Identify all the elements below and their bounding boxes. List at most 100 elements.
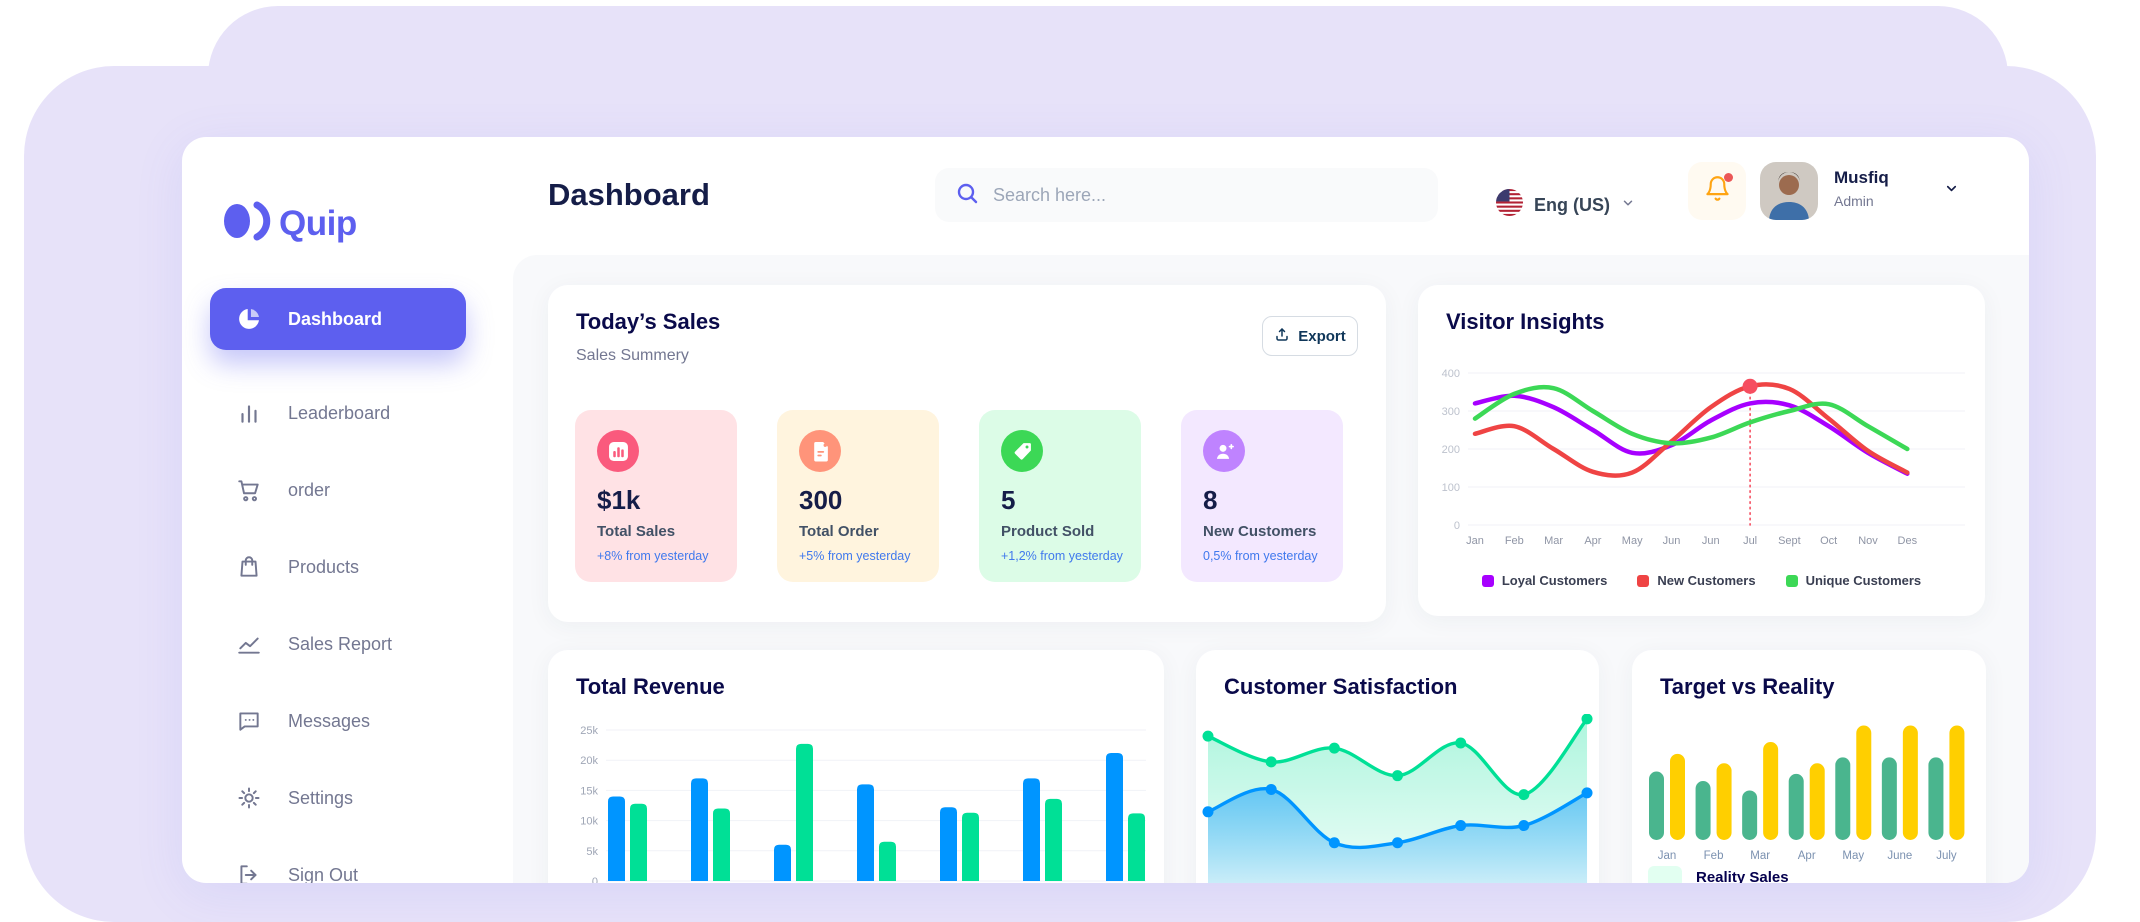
svg-text:10k: 10k: [580, 816, 598, 828]
stat-value: 5: [1001, 485, 1016, 515]
svg-text:Jun: Jun: [1663, 535, 1681, 547]
sidebar-item-label: Sales Report: [288, 633, 393, 654]
svg-text:Oct: Oct: [1820, 535, 1837, 547]
visitor-insights-title: Visitor Insights: [1446, 309, 1605, 334]
svg-text:Jan: Jan: [1466, 535, 1484, 547]
language-label: Eng (US): [1534, 194, 1610, 215]
svg-text:20k: 20k: [580, 755, 598, 767]
stat-label: Total Order: [799, 523, 879, 540]
sidebar-item-products[interactable]: Products: [210, 539, 466, 595]
stat-value: $1k: [597, 485, 641, 515]
legend-item: Loyal Customers: [1481, 573, 1608, 588]
notification-dot: [1724, 173, 1733, 182]
avatar[interactable]: [1760, 162, 1818, 220]
sign-out-icon: [236, 862, 262, 883]
svg-text:5k: 5k: [586, 846, 598, 858]
stat-value: 8: [1203, 485, 1218, 515]
pie-chart-icon: [236, 306, 262, 332]
sidebar-item-sales-report[interactable]: Sales Report: [210, 616, 466, 672]
svg-text:Sept: Sept: [1778, 535, 1801, 547]
chevron-down-icon: [1621, 196, 1635, 215]
svg-text:300: 300: [1442, 406, 1460, 418]
sidebar-item-dashboard[interactable]: Dashboard: [210, 288, 466, 350]
svg-text:Jan: Jan: [1658, 850, 1677, 862]
svg-text:0: 0: [1454, 520, 1460, 532]
message-icon: [236, 708, 262, 734]
brand-name: Quip: [279, 203, 357, 243]
legend-swatch: [1648, 866, 1682, 883]
chevron-down-icon[interactable]: [1944, 181, 1959, 201]
stat-card-new-customers: 8 New Customers 0,5% from yesterday: [1181, 410, 1343, 582]
sidebar-item-messages[interactable]: Messages: [210, 693, 466, 749]
svg-text:100: 100: [1442, 482, 1460, 494]
sidebar-item-settings[interactable]: Settings: [210, 770, 466, 826]
legend-item: New Customers: [1637, 573, 1756, 588]
sidebar-item-label: Messages: [288, 710, 371, 731]
svg-text:Jun: Jun: [1702, 535, 1720, 547]
target-vs-reality-card: Target vs Reality Jan Feb Mar Apr May June Jul…: [1632, 650, 1986, 883]
customer-satisfaction-card: Customer Satisfaction: [1196, 650, 1599, 883]
sidebar-item-label: order: [288, 479, 331, 500]
svg-text:0: 0: [592, 876, 598, 883]
total-revenue-card: Total Revenue 0 5k 10k 15k 20k 25k: [548, 650, 1164, 883]
export-button[interactable]: Export: [1262, 316, 1358, 356]
export-icon: [1274, 326, 1290, 346]
sidebar-item-order[interactable]: order: [210, 462, 466, 518]
stat-delta: 0,5% from yesterday: [1203, 549, 1318, 563]
search-bar[interactable]: [935, 168, 1438, 222]
user-menu[interactable]: Musfiq Admin: [1834, 168, 1889, 209]
total-revenue-chart: 0 5k 10k 15k 20k 25k: [580, 725, 1146, 883]
svg-text:400: 400: [1442, 368, 1460, 380]
stat-delta: +5% from yesterday: [799, 549, 911, 563]
sidebar-item-sign-out[interactable]: Sign Out: [210, 847, 466, 883]
quip-logo-icon: [221, 197, 273, 250]
file-icon: [799, 430, 841, 472]
bag-icon: [236, 554, 262, 580]
stat-card-total-sales: $1k Total Sales +8% from yesterday: [575, 410, 737, 582]
svg-text:25k: 25k: [580, 725, 598, 737]
svg-text:May: May: [1842, 850, 1864, 862]
svg-text:Feb: Feb: [1704, 850, 1724, 862]
user-role: Admin: [1834, 193, 1874, 209]
svg-text:Mar: Mar: [1750, 850, 1770, 862]
legend-label: New Customers: [1657, 573, 1756, 588]
line-chart-icon: [236, 631, 262, 657]
language-selector[interactable]: Eng (US): [1496, 189, 1635, 221]
svg-text:Feb: Feb: [1505, 535, 1524, 547]
svg-text:July: July: [1936, 850, 1957, 862]
visitor-insights-chart: 0 100 200 300 400 Jan Feb Mar Apr May Jun Jun Jul Sep…: [1442, 368, 1965, 547]
stat-delta: +1,2% from yesterday: [1001, 549, 1123, 563]
total-revenue-title: Total Revenue: [576, 674, 725, 699]
tag-icon: [1001, 430, 1043, 472]
bell-icon: [1704, 175, 1731, 207]
svg-text:May: May: [1622, 535, 1643, 547]
stat-label: Total Sales: [597, 523, 676, 540]
us-flag-icon: [1496, 189, 1523, 221]
svg-text:Des: Des: [1898, 535, 1918, 547]
bar-chart-icon: [236, 400, 262, 426]
dashboard-window: Quip Dashboard Eng (U: [182, 137, 2029, 883]
user-name: Musfiq: [1834, 168, 1889, 187]
legend-label: Reality Sales: [1696, 868, 1789, 884]
sidebar-item-label: Dashboard: [288, 308, 383, 329]
svg-text:Apr: Apr: [1798, 850, 1816, 862]
stat-card-total-order: 300 Total Order +5% from yesterday: [777, 410, 939, 582]
legend-swatch: [1637, 574, 1650, 587]
customer-satisfaction-chart: [1202, 714, 1593, 883]
svg-text:June: June: [1887, 850, 1912, 862]
legend-label: Unique Customers: [1805, 573, 1922, 588]
legend-label: Loyal Customers: [1501, 573, 1608, 588]
stat-card-product-sold: 5 Product Sold +1,2% from yesterday: [979, 410, 1141, 582]
sidebar-item-label: Leaderboard: [288, 402, 391, 423]
notifications-button[interactable]: [1688, 162, 1746, 220]
stat-label: New Customers: [1203, 523, 1317, 540]
app-logo[interactable]: Quip: [221, 197, 357, 250]
new-user-icon: [1203, 430, 1245, 472]
svg-text:Apr: Apr: [1584, 535, 1601, 547]
sidebar-item-leaderboard[interactable]: Leaderboard: [210, 385, 466, 441]
cart-icon: [236, 477, 262, 503]
bar-graph-icon: [597, 430, 639, 472]
search-icon: [955, 181, 979, 210]
stat-label: Product Sold: [1001, 523, 1095, 540]
search-input[interactable]: [991, 183, 1418, 207]
